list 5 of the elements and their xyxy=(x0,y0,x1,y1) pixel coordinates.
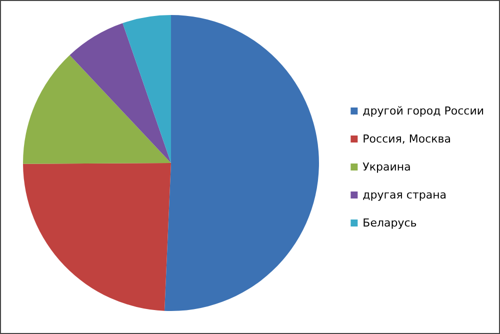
legend-label: Россия, Москва xyxy=(362,132,452,146)
legend-label: другая страна xyxy=(362,188,447,202)
legend-label: Беларусь xyxy=(362,216,417,230)
legend-label: другой город России xyxy=(362,104,484,118)
legend-label: Украина xyxy=(362,160,411,174)
